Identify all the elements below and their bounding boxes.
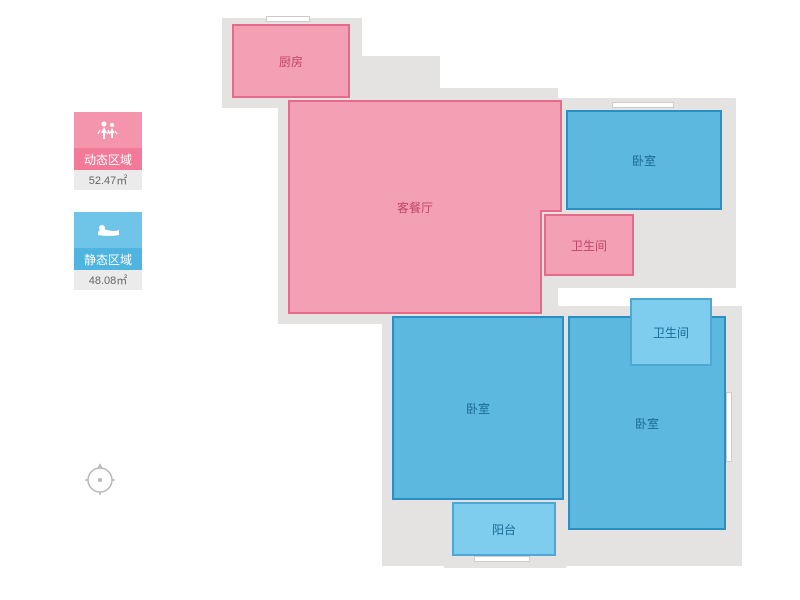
room-label: 客餐厅 [397,199,433,216]
people-icon [74,112,142,148]
floorplan-canvas: 客餐厅 厨房 卧室 卫生间 卧室 卧室 卫生间 阳台 [222,18,758,578]
room-bedroom-tr: 卧室 [566,110,722,210]
room-kitchen: 厨房 [232,24,350,98]
window-mark [474,556,530,562]
compass-icon [82,460,118,496]
room-label: 卫生间 [571,237,607,254]
room-balcony: 阳台 [452,502,556,556]
legend-dynamic-value: 52.47㎡ [74,170,142,190]
room-bedroom-bl: 卧室 [392,316,564,500]
room-label: 厨房 [279,53,303,70]
room-label: 卧室 [635,415,659,432]
room-label: 卫生间 [653,324,689,341]
legend-dynamic-label: 动态区域 [74,148,142,170]
room-bathroom-2: 卫生间 [630,298,712,366]
legend-static-label: 静态区域 [74,248,142,270]
room-living-ext [540,100,562,212]
legend-static-value: 48.08㎡ [74,270,142,290]
room-label: 卧室 [632,152,656,169]
window-mark [266,16,310,22]
legend-static: 静态区域 48.08㎡ [74,212,142,290]
room-label: 卧室 [466,400,490,417]
window-mark [726,392,732,462]
sleeping-icon [74,212,142,248]
room-label: 阳台 [492,521,516,538]
room-bathroom-1: 卫生间 [544,214,634,276]
legend-dynamic: 动态区域 52.47㎡ [74,112,142,190]
legend-panel: 动态区域 52.47㎡ 静态区域 48.08㎡ [74,112,142,312]
room-living-main: 客餐厅 [288,100,542,314]
window-mark [612,102,674,108]
